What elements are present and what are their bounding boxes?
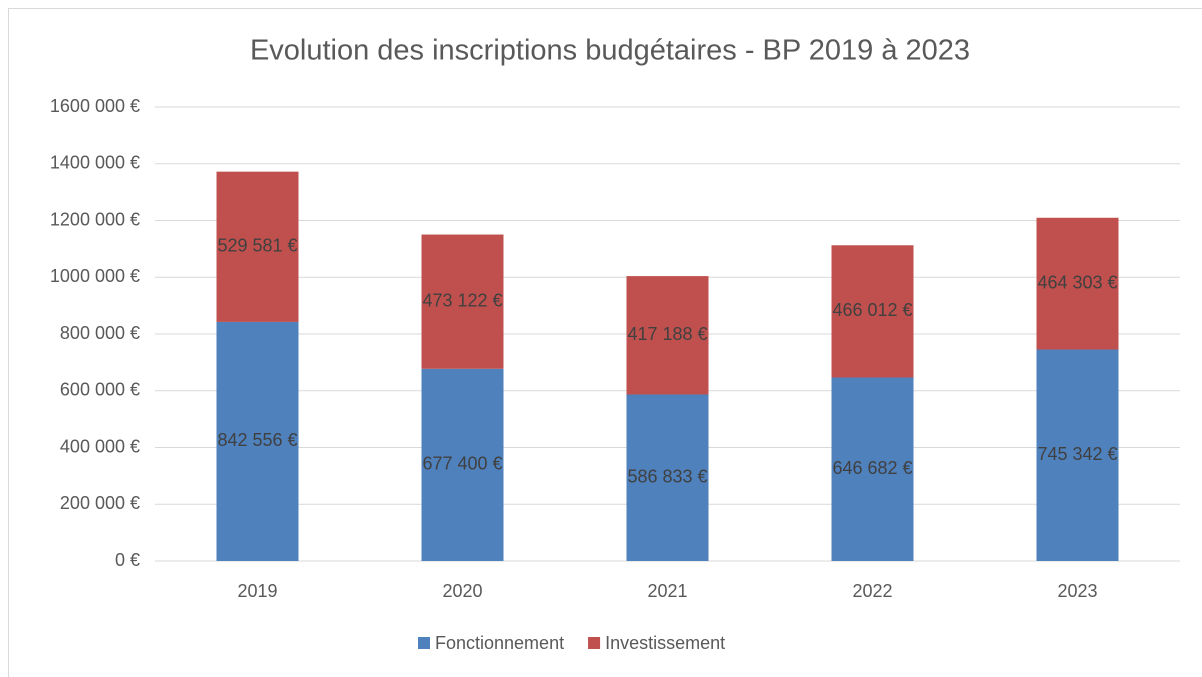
chart-title: Evolution des inscriptions budgétaires -… [250,35,970,67]
data-label: 466 012 € [832,300,912,320]
bar-segment [831,377,914,561]
legend-label: Investissement [605,633,725,653]
x-tick-label: 2020 [442,581,482,601]
data-label: 529 581 € [217,236,297,256]
y-tick-label: 200 000 € [60,493,140,513]
bar-segment [626,276,709,395]
y-tick-label: 0 € [115,550,140,570]
bar-segment [1036,217,1119,350]
data-label: 586 833 € [627,466,707,486]
legend-swatch [588,637,601,649]
x-tick-label: 2023 [1057,581,1097,601]
y-tick-label: 800 000 € [60,323,140,343]
y-tick-label: 1400 000 € [50,153,140,173]
y-tick-label: 400 000 € [60,436,140,456]
y-tick-label: 600 000 € [60,380,140,400]
y-tick-label: 1600 000 € [50,96,140,116]
y-tick-label: 1200 000 € [50,209,140,229]
bar-segment [216,171,299,322]
data-label: 842 556 € [217,430,297,450]
bar-segment [216,321,299,561]
data-label: 677 400 € [422,454,502,474]
legend-swatch [418,637,430,649]
data-label: 646 682 € [832,458,912,478]
x-tick-label: 2022 [852,581,892,601]
legend-label: Fonctionnement [435,633,564,653]
x-tick-label: 2019 [237,581,277,601]
data-label: 464 303 € [1037,272,1117,292]
bar-segment [421,368,504,561]
y-tick-label: 1000 000 € [50,266,140,286]
data-label: 417 188 € [627,324,707,344]
bar-segment [421,234,504,369]
bar-segment [1036,349,1119,561]
bar-segment [831,245,914,378]
x-tick-label: 2021 [647,581,687,601]
chart-frame [8,8,1202,677]
data-label: 745 342 € [1037,444,1117,464]
bar-segment [626,394,709,561]
data-label: 473 122 € [422,290,502,310]
